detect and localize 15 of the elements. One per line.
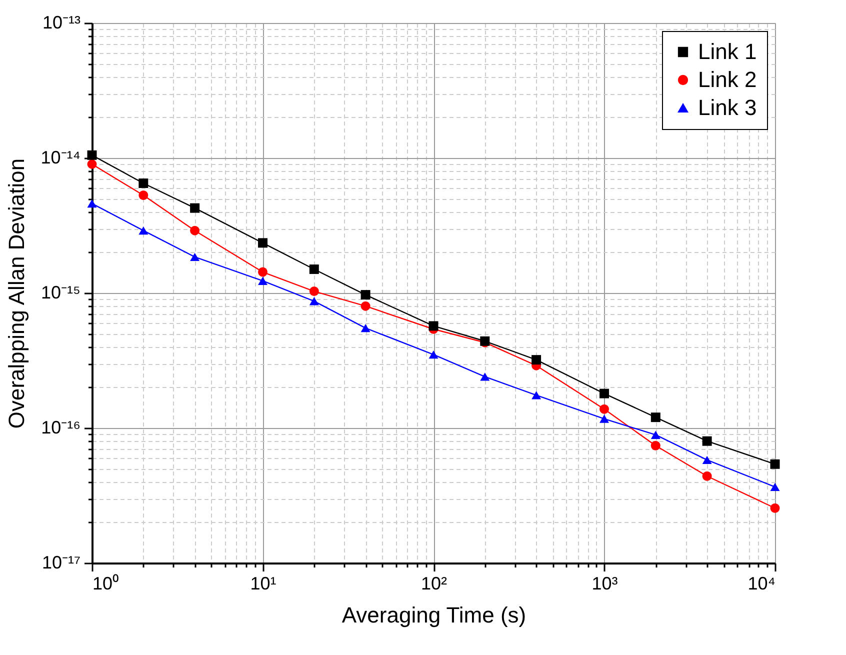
y-tick-label: 10⁻¹⁵: [41, 282, 80, 302]
legend-label: Link 1: [698, 39, 757, 64]
x-tick-label: 10⁰: [92, 574, 119, 594]
y-axis-title: Overalpping Allan Deviation: [4, 158, 29, 429]
y-tick-label: 10⁻¹⁷: [42, 552, 80, 572]
y-tick-label: 10⁻¹³: [42, 12, 80, 32]
x-tick-label: 10⁴: [748, 574, 776, 594]
legend-label: Link 2: [698, 67, 757, 92]
x-axis-title: Averaging Time (s): [342, 602, 526, 628]
x-tick-label: 10²: [420, 574, 448, 594]
y-tick-label: 10⁻¹⁴: [40, 148, 80, 168]
legend-label: Link 3: [698, 95, 757, 120]
y-tick-label: 10⁻¹⁶: [41, 418, 80, 438]
x-tick-label: 10³: [592, 574, 618, 594]
x-tick-label: 10¹: [250, 574, 276, 594]
